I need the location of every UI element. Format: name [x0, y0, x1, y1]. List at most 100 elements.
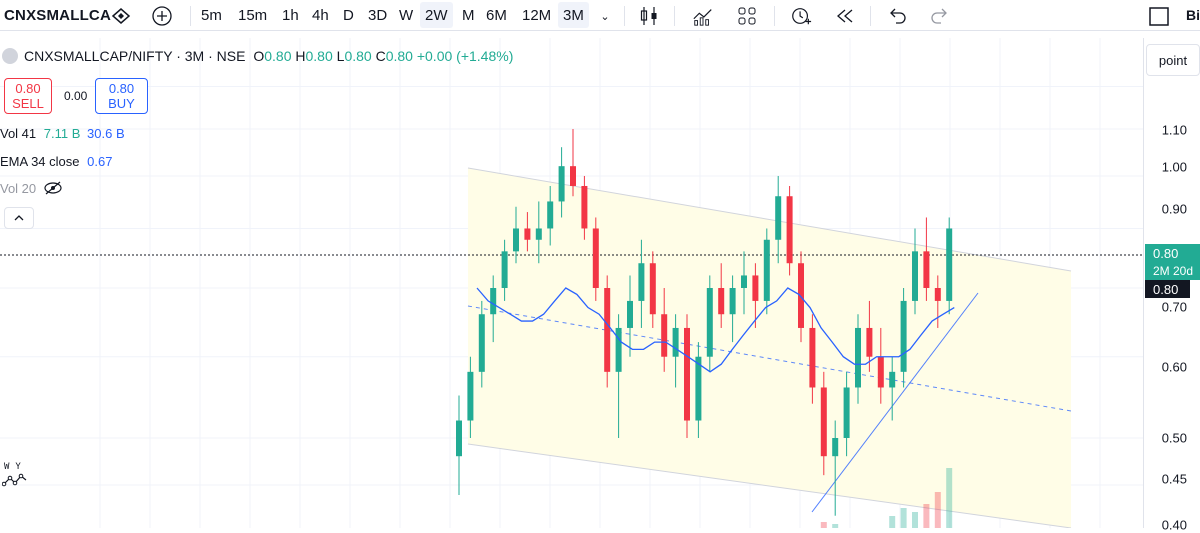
interval-label[interactable]: 5m — [201, 6, 222, 24]
volume-bar — [900, 508, 907, 528]
candle-body — [558, 166, 565, 202]
interval-label[interactable]: 4h — [312, 6, 329, 24]
toolbar-divider — [624, 6, 625, 26]
candle-body — [592, 228, 599, 289]
toolbar-divider — [190, 6, 191, 26]
collapse-legend-button[interactable] — [4, 207, 34, 229]
broker-label[interactable]: Bi — [1186, 0, 1200, 30]
bar-countdown-tag: 2M 20d — [1145, 262, 1200, 280]
interval-4h[interactable]: 4h — [307, 2, 334, 28]
candle-body — [513, 228, 519, 252]
interval-label[interactable]: W — [399, 6, 414, 24]
candle-body — [877, 356, 884, 388]
candle-body — [809, 327, 816, 388]
interval-label[interactable]: 2W — [425, 6, 448, 24]
interval-5m[interactable]: 5m — [196, 2, 227, 28]
candle-body — [912, 251, 918, 301]
interval-3m[interactable]: 3M — [558, 2, 589, 28]
interval-dropdown-chevron-icon[interactable]: ⌄ — [600, 10, 610, 23]
candle-body — [900, 300, 907, 372]
price-chart[interactable] — [0, 38, 1143, 528]
redo-icon[interactable] — [928, 5, 950, 27]
ohlc-values: O0.80 H0.80 L0.80 C0.80 +0.00 (+1.48%) — [253, 48, 513, 64]
replay-rewind-icon[interactable] — [834, 5, 856, 27]
interval-label[interactable]: 6M — [486, 6, 507, 24]
ema-indicator-legend[interactable]: EMA 34 close 0.67 — [0, 154, 112, 169]
layout-square-icon[interactable] — [1148, 5, 1170, 27]
interval-w[interactable]: W — [394, 2, 418, 28]
candle-body — [638, 263, 645, 301]
alert-clock-icon[interactable] — [790, 5, 812, 27]
symbol-search[interactable]: CNXSMALLCA — [4, 0, 111, 30]
candle-body — [547, 201, 554, 229]
interval-6m[interactable]: 6M — [481, 2, 512, 28]
candle-body — [672, 327, 679, 357]
interval-12m[interactable]: 12M — [517, 2, 556, 28]
symbol-logo-icon — [2, 48, 18, 64]
change-value: +0.00 (+1.48%) — [416, 48, 514, 64]
interval-label[interactable]: 1h — [282, 6, 299, 24]
candle-body — [604, 288, 611, 372]
volume-bar — [889, 516, 896, 528]
spread-value: 0.00 — [64, 89, 88, 103]
low-label: L — [336, 48, 345, 64]
candle-body — [467, 371, 474, 421]
undo-icon[interactable] — [887, 5, 909, 27]
last-price-tag: 0.80 — [1145, 244, 1200, 262]
high-value: 0.80 — [305, 48, 333, 64]
candle-body — [946, 228, 953, 301]
vol20-indicator-legend[interactable]: Vol 20 — [0, 181, 63, 196]
price-tick: 1.00 — [1161, 159, 1187, 175]
broker-label-text[interactable]: Bi — [1186, 7, 1200, 23]
interval-label[interactable]: 15m — [238, 6, 268, 24]
open-value: 0.80 — [264, 48, 292, 64]
candle-body — [763, 239, 770, 301]
top-toolbar: CNXSMALLCA 5m 15m 1h 4h D 3D W 2W M 6M 1… — [0, 0, 1200, 31]
legend-title[interactable]: CNXSMALLCAP/NIFTY · 3M · NSE — [24, 48, 246, 64]
toolbar-divider — [674, 6, 675, 26]
candle-body — [729, 288, 736, 315]
templates-grid-icon[interactable] — [736, 5, 758, 27]
sell-button[interactable]: 0.80 SELL — [4, 78, 52, 114]
open-label: O — [253, 48, 265, 64]
sell-price: 0.80 — [15, 81, 41, 96]
interval-label[interactable]: 3M — [563, 6, 584, 24]
ema-value: 0.67 — [87, 154, 113, 169]
buy-button[interactable]: 0.80 BUY — [95, 78, 148, 114]
channel-median-line — [467, 305, 1072, 412]
volume-value-1: 7.11 B — [43, 126, 81, 141]
candle-body — [570, 166, 576, 186]
interval-15m[interactable]: 15m — [233, 2, 272, 28]
interval-2w[interactable]: 2W — [420, 2, 453, 28]
volume-indicator-legend[interactable]: Vol 41 7.11 B 30.6 B — [0, 126, 125, 141]
candle-body — [718, 288, 725, 315]
candle-body — [695, 356, 702, 421]
bar-countdown-value: 2M 20d — [1153, 264, 1194, 278]
vol20-label: Vol 20 — [0, 181, 37, 196]
compare-add-icon[interactable] — [151, 5, 173, 27]
interval-1h[interactable]: 1h — [277, 2, 304, 28]
interval-m[interactable]: M — [457, 2, 480, 28]
price-unit-button[interactable]: point — [1146, 44, 1200, 76]
candles — [456, 129, 953, 516]
candles-chart-type-icon[interactable] — [638, 5, 660, 27]
price-tick: 0.45 — [1161, 471, 1187, 487]
candle-body — [923, 251, 930, 289]
wy-logo-graph-icon — [1, 473, 27, 487]
interval-label[interactable]: 12M — [522, 6, 552, 24]
sell-label: SELL — [12, 96, 44, 111]
interval-label[interactable]: D — [343, 6, 354, 24]
candle-body — [581, 185, 588, 229]
chart-pane[interactable] — [0, 38, 1143, 528]
interval-label[interactable]: M — [462, 6, 475, 24]
symbol-flag-icon[interactable] — [110, 5, 132, 27]
price-tick: 1.10 — [1161, 122, 1187, 138]
interval-3d[interactable]: 3D — [363, 2, 392, 28]
hidden-eye-icon[interactable] — [43, 181, 63, 195]
symbol-name[interactable]: CNXSMALLCA — [4, 6, 111, 24]
interval-d[interactable]: D — [338, 2, 359, 28]
volume-bar — [946, 468, 953, 528]
indicators-icon[interactable] — [692, 5, 714, 27]
chart-legend: CNXSMALLCAP/NIFTY · 3M · NSE O0.80 H0.80… — [0, 48, 513, 64]
interval-label[interactable]: 3D — [368, 6, 388, 24]
